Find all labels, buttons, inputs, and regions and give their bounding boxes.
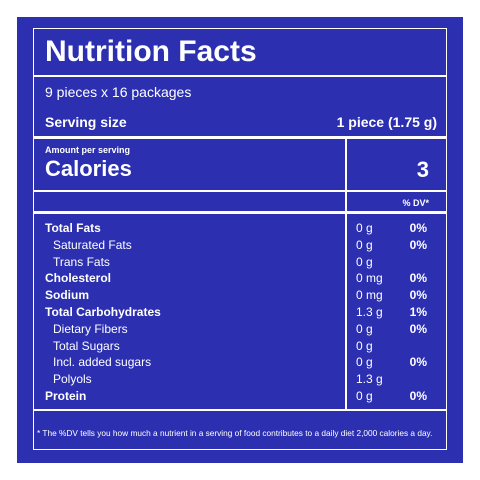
nutrient-name: Trans Fats xyxy=(53,254,110,269)
amount: 0 g xyxy=(356,237,373,252)
nutrient-name: Incl. added sugars xyxy=(53,355,152,370)
serving-size: 1 piece (1.75 g) xyxy=(336,114,437,130)
nutrient-name: Total Sugars xyxy=(53,338,120,353)
nutrient-name: Cholesterol xyxy=(45,271,112,286)
column-divider xyxy=(345,137,347,410)
divider xyxy=(33,409,447,411)
daily-value: 0% xyxy=(409,321,427,336)
servings: 9 pieces x 16 packages xyxy=(45,84,192,100)
title: Nutrition Facts xyxy=(45,35,257,68)
daily-value: 0% xyxy=(409,389,427,403)
nutrient-name: Dietary Fibers xyxy=(53,321,128,336)
divider xyxy=(33,190,447,192)
nutrient-name: Total Carbohydrates xyxy=(45,305,161,319)
daily-value: 0% xyxy=(409,271,427,286)
amount: 0 g xyxy=(356,338,373,353)
footnote: * The %DV tells you how much a nutrient … xyxy=(37,428,433,438)
nutrient-row: Total Carbohydrates 1.3 g 1% xyxy=(17,305,463,321)
daily-value: 0% xyxy=(409,355,427,370)
serving-size-label: Serving size xyxy=(45,114,127,130)
nutrient-row: Total Fats 0 g 0% xyxy=(17,221,463,237)
amount: 0 mg xyxy=(356,271,383,286)
divider xyxy=(33,211,447,214)
nutrient-row: Sodium 0 mg 0% xyxy=(17,288,463,304)
nutrient-row: Protein 0 g 0% xyxy=(17,389,463,405)
amount: 0 g xyxy=(356,355,373,370)
nutrient-name: Protein xyxy=(45,389,87,403)
amount: 0 g xyxy=(356,389,373,403)
nutrient-row: Dietary Fibers 0 g 0% xyxy=(17,322,463,338)
amount: 1.3 g xyxy=(356,305,383,319)
amount: 1.3 g xyxy=(356,372,383,387)
nutrient-name: Sodium xyxy=(45,288,89,303)
calories-label: Calories xyxy=(45,156,132,181)
daily-value: 0% xyxy=(409,288,427,303)
amount: 0 mg xyxy=(356,288,383,303)
label-border xyxy=(33,28,447,450)
nutrient-name: Saturated Fats xyxy=(53,237,132,252)
calories-value: 3 xyxy=(416,157,429,182)
amount-label: Amount per serving xyxy=(45,145,131,155)
daily-value: 0% xyxy=(409,237,427,252)
nutrient-name: Polyols xyxy=(53,372,92,387)
amount: 0 g xyxy=(356,221,373,235)
amount: 0 g xyxy=(356,321,373,336)
nutrient-row: Trans Fats 0 g xyxy=(17,255,463,271)
nutrition-panel: Nutrition Facts 9 pieces x 16 packages S… xyxy=(17,17,463,463)
divider xyxy=(33,75,447,77)
dv-header: % DV* xyxy=(402,198,429,208)
daily-value: 1% xyxy=(409,305,427,319)
nutrient-name: Total Fats xyxy=(45,221,101,235)
divider xyxy=(33,136,447,139)
nutrient-row: Total Sugars 0 g xyxy=(17,339,463,355)
nutrient-row: Incl. added sugars 0 g 0% xyxy=(17,355,463,371)
nutrient-row: Cholesterol 0 mg 0% xyxy=(17,271,463,287)
amount: 0 g xyxy=(356,254,373,269)
nutrient-row: Polyols 1.3 g xyxy=(17,372,463,388)
nutrient-row: Saturated Fats 0 g 0% xyxy=(17,238,463,254)
daily-value: 0% xyxy=(409,221,427,235)
